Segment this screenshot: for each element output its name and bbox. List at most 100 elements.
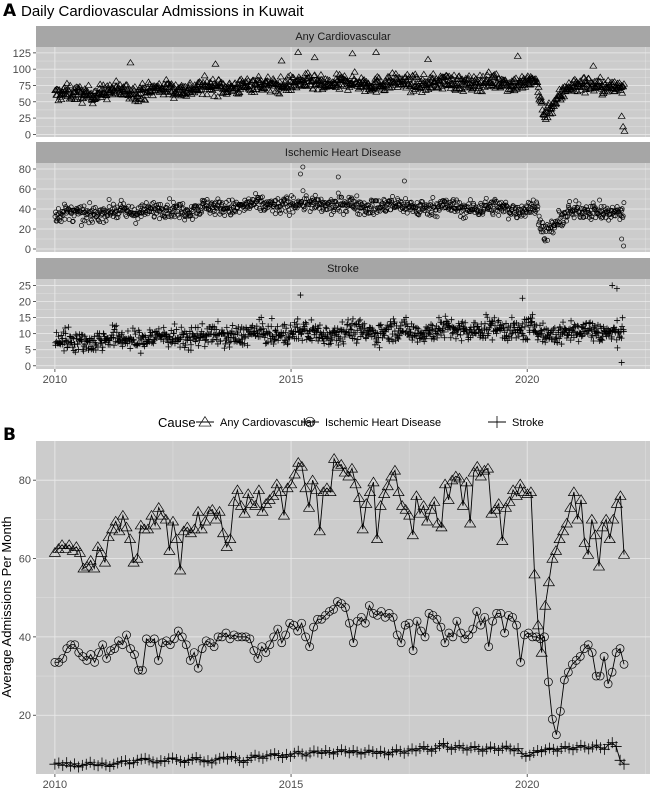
marker-cross xyxy=(619,323,626,330)
marker-triangle xyxy=(109,515,122,526)
marker-triangle xyxy=(427,81,436,89)
marker-cross xyxy=(131,328,138,335)
marker-circle xyxy=(420,632,430,642)
marker-circle xyxy=(591,671,601,681)
marker-circle xyxy=(221,628,231,638)
marker-circle xyxy=(80,206,86,212)
marker-cross xyxy=(462,319,469,326)
marker-circle xyxy=(376,198,382,204)
marker-circle xyxy=(253,654,263,663)
marker-cross xyxy=(550,325,557,332)
marker-triangle xyxy=(75,82,84,90)
marker-cross xyxy=(449,330,456,337)
marker-triangle xyxy=(310,484,323,495)
marker-triangle xyxy=(92,94,101,101)
marker-circle xyxy=(226,209,232,215)
marker-circle xyxy=(172,209,178,215)
marker-cross xyxy=(188,341,195,348)
marker-triangle xyxy=(130,83,139,90)
marker-triangle xyxy=(557,92,566,99)
marker-cross xyxy=(552,335,559,342)
marker-circle xyxy=(110,644,119,653)
marker-triangle xyxy=(544,99,554,106)
marker-cross xyxy=(78,338,85,345)
marker-cross xyxy=(524,336,531,343)
marker-cross xyxy=(491,416,503,428)
marker-triangle xyxy=(301,81,310,88)
marker-cross xyxy=(194,324,201,331)
marker-cross xyxy=(417,335,424,342)
marker-circle xyxy=(275,196,281,202)
marker-triangle xyxy=(136,89,145,96)
marker-cross xyxy=(111,323,118,330)
y-tick-label: 10 xyxy=(19,329,31,341)
marker-cross xyxy=(608,333,615,340)
marker-circle xyxy=(585,207,591,213)
marker-cross xyxy=(509,330,516,337)
marker-triangle xyxy=(195,523,208,534)
marker-circle xyxy=(293,626,303,636)
marker-triangle xyxy=(295,460,309,471)
marker-cross xyxy=(448,316,455,323)
y-tick-label: 25 xyxy=(19,113,31,125)
marker-cross xyxy=(377,321,384,328)
marker-triangle xyxy=(542,576,555,587)
marker-triangle xyxy=(121,81,130,88)
marker-circle xyxy=(356,612,366,622)
marker-triangle xyxy=(370,533,384,544)
marker-triangle xyxy=(456,500,470,510)
marker-circle xyxy=(619,659,629,669)
y-tick-label: 80 xyxy=(19,164,31,176)
x-tick-label: 2010 xyxy=(43,779,67,791)
marker-triangle xyxy=(307,78,316,85)
marker-cross xyxy=(554,339,561,346)
marker-cross xyxy=(538,327,545,334)
marker-circle xyxy=(428,210,434,215)
marker-triangle xyxy=(548,109,557,116)
marker-circle xyxy=(352,206,358,212)
marker-triangle xyxy=(533,78,542,85)
marker-cross xyxy=(287,322,294,329)
marker-circle xyxy=(617,212,623,218)
marker-triangle xyxy=(490,71,499,78)
marker-cross xyxy=(214,340,221,347)
marker-triangle xyxy=(302,82,311,89)
marker-circle xyxy=(456,628,466,638)
daily-points xyxy=(52,282,627,366)
marker-circle xyxy=(229,630,239,640)
marker-cross xyxy=(180,331,187,338)
marker-circle xyxy=(301,207,307,213)
marker-cross xyxy=(213,336,220,343)
marker-triangle xyxy=(199,515,212,526)
marker-cross xyxy=(256,327,263,334)
marker-cross xyxy=(454,331,461,338)
marker-cross xyxy=(442,313,449,320)
marker-cross xyxy=(527,322,534,329)
marker-cross xyxy=(363,335,370,342)
marker-cross xyxy=(519,295,526,302)
marker-triangle xyxy=(476,87,485,94)
marker-cross xyxy=(303,321,310,328)
marker-cross xyxy=(181,344,188,351)
marker-circle xyxy=(124,214,129,219)
marker-triangle xyxy=(491,76,500,84)
marker-cross xyxy=(355,318,362,325)
marker-cross xyxy=(389,338,396,345)
marker-circle xyxy=(62,201,67,207)
marker-cross xyxy=(129,337,136,344)
strip-label: Ischemic Heart Disease xyxy=(285,147,401,159)
marker-cross xyxy=(354,336,361,343)
marker-triangle xyxy=(298,82,307,89)
y-tick-label: 40 xyxy=(19,632,31,644)
marker-circle xyxy=(383,208,389,214)
marker-circle xyxy=(66,640,76,650)
y-tick-label: 40 xyxy=(19,204,31,216)
marker-triangle xyxy=(446,474,459,485)
marker-triangle xyxy=(442,72,451,79)
marker-triangle xyxy=(574,494,588,504)
marker-cross xyxy=(274,323,281,330)
marker-circle xyxy=(388,207,394,213)
panel-a-title: Daily Cardiovascular Admissions in Kuwai… xyxy=(21,3,304,20)
marker-circle xyxy=(60,212,66,218)
marker-circle xyxy=(621,243,626,249)
